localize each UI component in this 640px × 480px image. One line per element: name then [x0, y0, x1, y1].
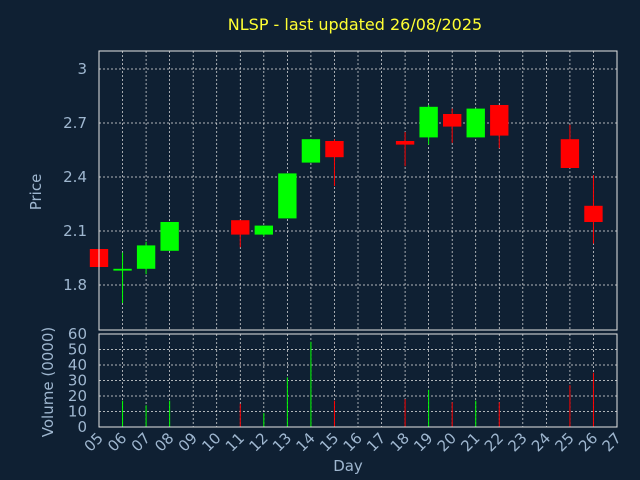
price-axis-label: Price	[27, 174, 45, 211]
volume-tick-label: 40	[68, 356, 87, 374]
volume-tick-label: 30	[68, 372, 87, 390]
volume-plot-frame	[98, 333, 618, 428]
price-tick-label: 2.1	[63, 222, 87, 240]
price-tick-label: 2.7	[63, 114, 87, 132]
candle-body	[231, 220, 250, 235]
volume-axis-label: Volume (0000)	[39, 327, 57, 437]
candle-body	[419, 106, 438, 138]
volume-tick-label: 50	[68, 341, 87, 359]
candle-body	[254, 225, 274, 235]
price-tick-label: 3	[77, 60, 87, 78]
candle-body	[560, 139, 580, 168]
candle-body	[136, 245, 156, 269]
price-plot-frame	[98, 50, 618, 331]
candle-body	[278, 173, 297, 219]
volume-tick-label: 10	[68, 403, 87, 421]
candle-body	[490, 105, 509, 136]
volume-tick-label: 0	[77, 418, 87, 436]
chart-title: NLSP - last updated 26/08/2025	[228, 15, 482, 34]
volume-tick-label: 20	[68, 387, 87, 405]
candle-body	[325, 141, 344, 158]
candle-body	[301, 139, 321, 163]
price-tick-label: 2.4	[63, 168, 87, 186]
candle-body	[395, 141, 415, 145]
candle-body	[584, 205, 603, 222]
volume-tick-label: 60	[68, 325, 87, 343]
day-axis-label: Day	[333, 457, 363, 475]
candle-body	[113, 268, 132, 271]
price-tick-label: 1.8	[63, 276, 87, 294]
candle-body	[466, 108, 485, 138]
candle-body	[160, 222, 179, 251]
price-panel: 1.8 2.1 2.4 2.7 3	[63, 50, 618, 331]
candle-body	[442, 114, 462, 127]
